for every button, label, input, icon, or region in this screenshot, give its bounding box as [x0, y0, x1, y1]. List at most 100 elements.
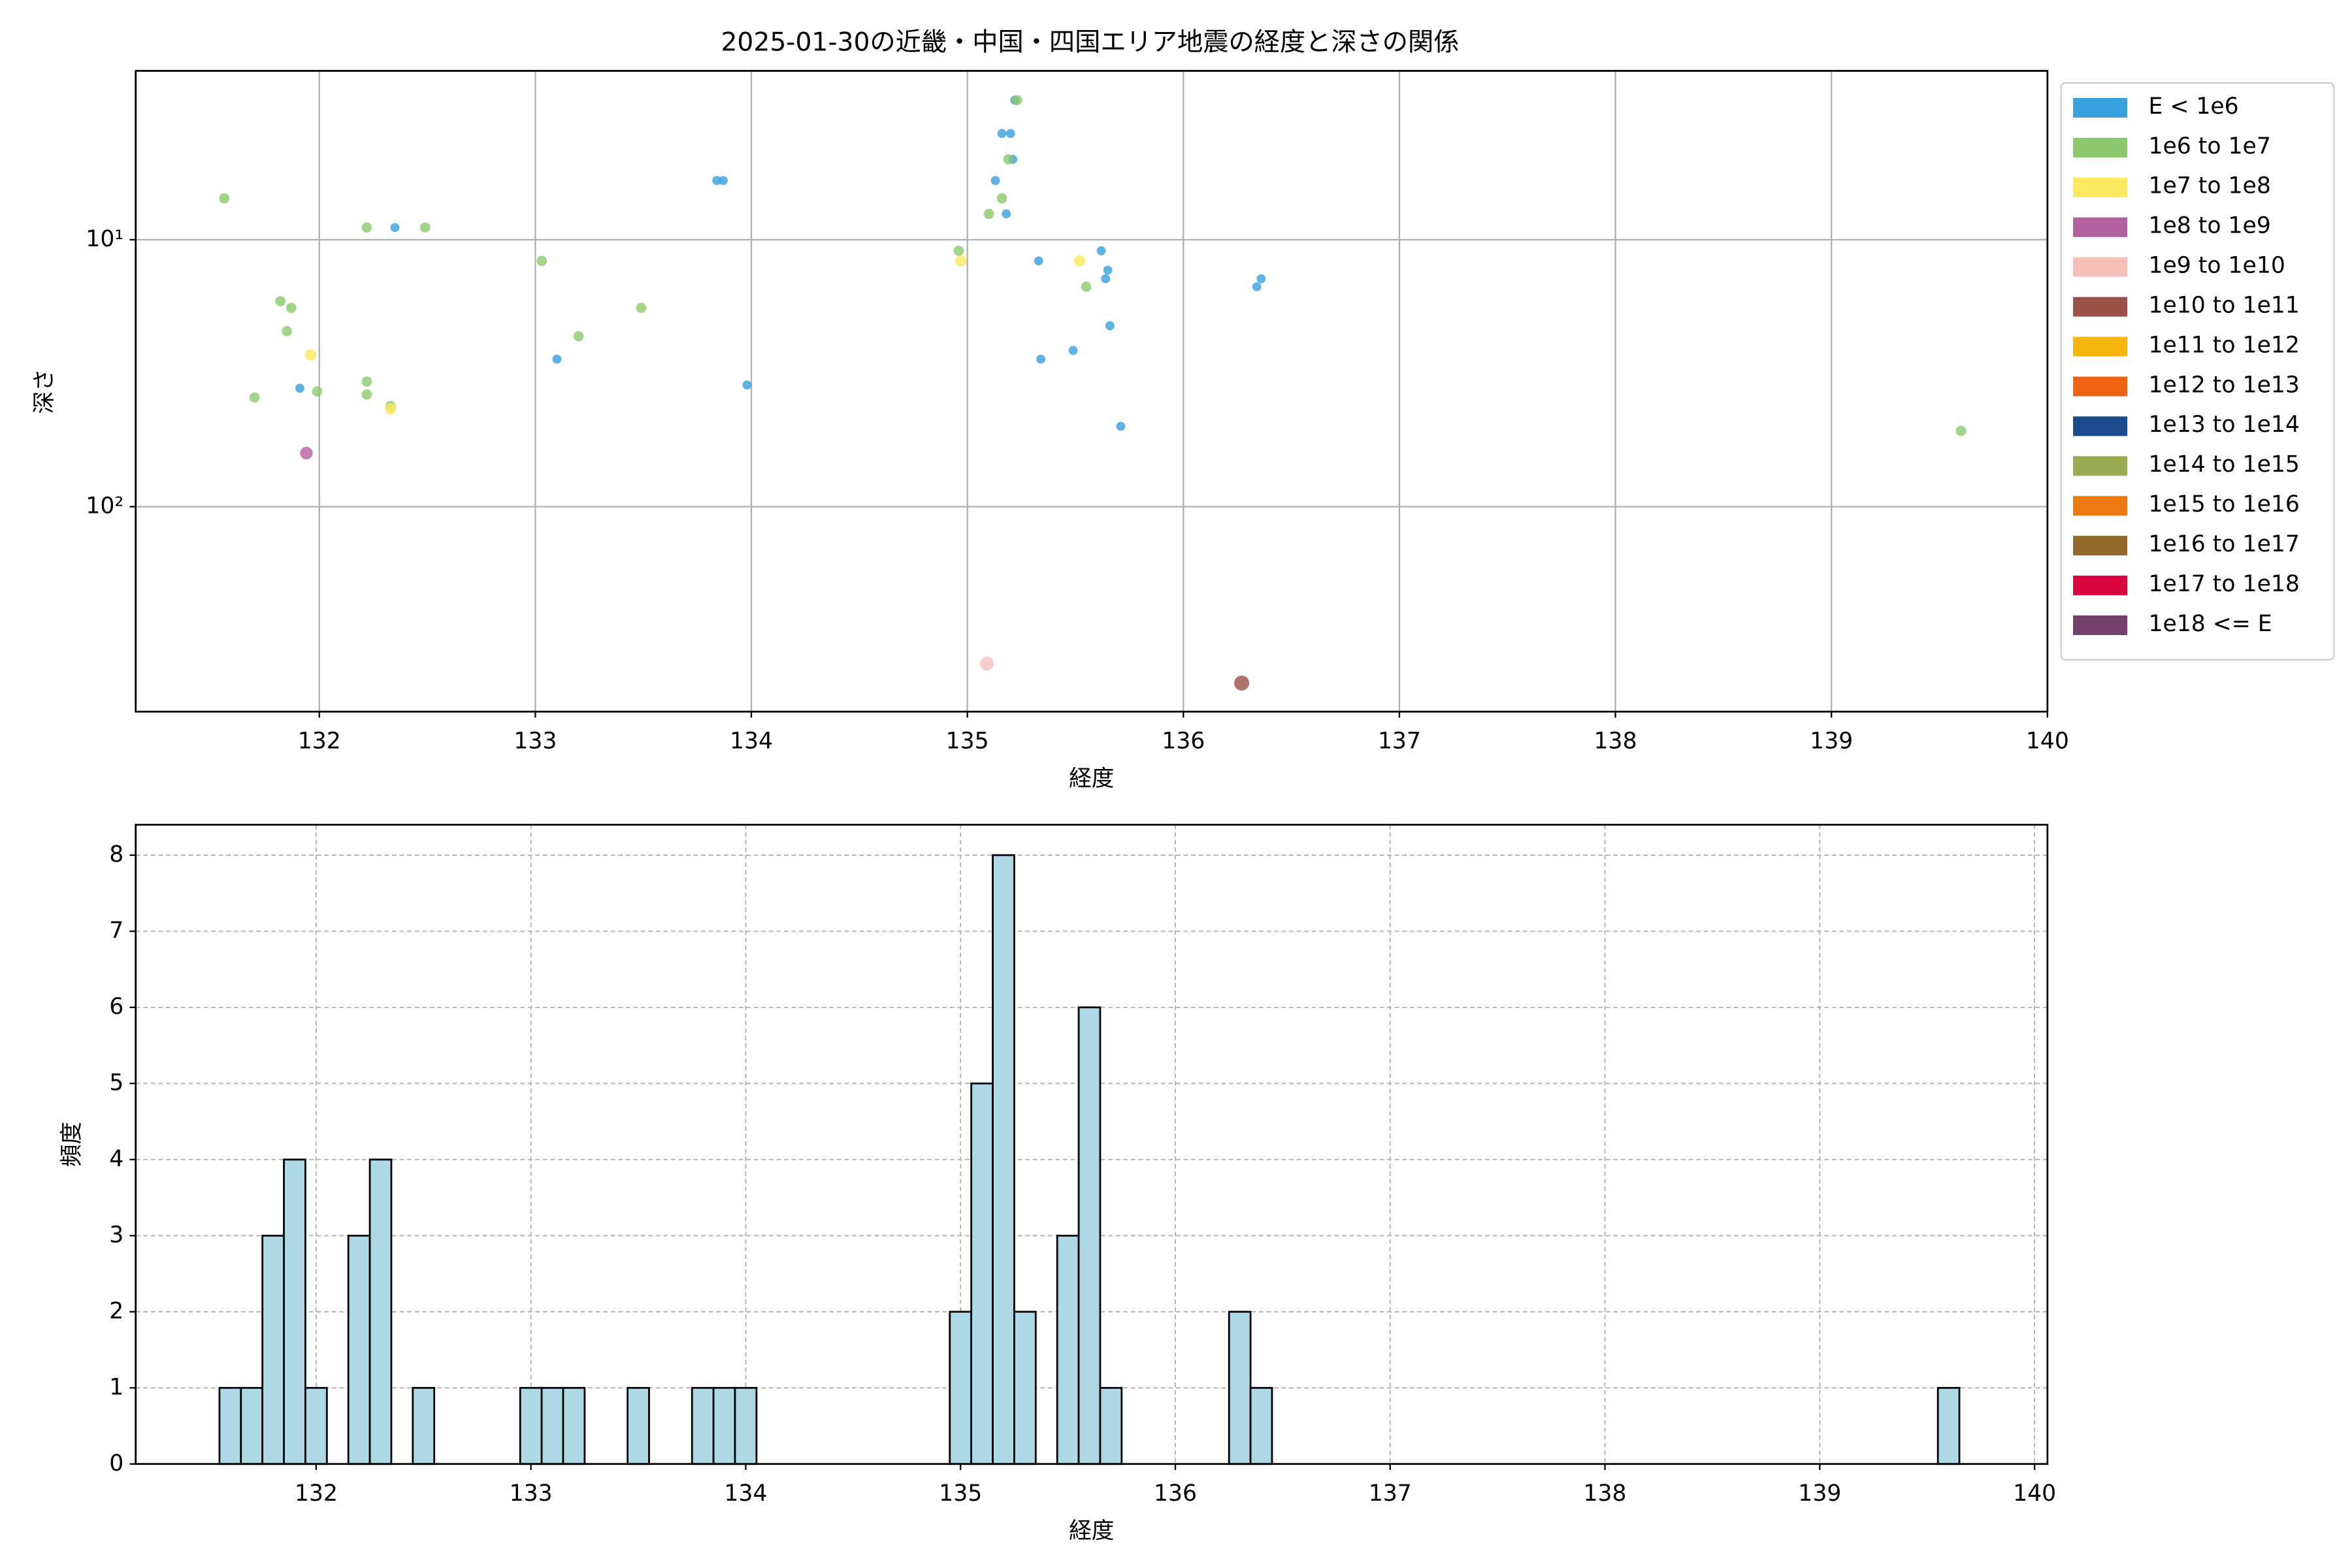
- bar: [1077, 1006, 1102, 1465]
- legend-label: 1e18 <= E: [2148, 611, 2272, 637]
- point: [1105, 321, 1115, 331]
- legend-label: 1e16 to 1e17: [2148, 531, 2299, 557]
- point: [1116, 421, 1126, 431]
- x-tick-label: 133: [514, 728, 557, 754]
- legend-swatch: [2073, 217, 2128, 237]
- point: [1036, 354, 1045, 364]
- legend-swatch: [2073, 615, 2128, 635]
- point: [996, 193, 1007, 204]
- axes-frame: [135, 823, 2049, 1465]
- bar: [562, 1386, 586, 1465]
- legend-swatch: [2073, 416, 2128, 436]
- legend-swatch: [2073, 496, 2128, 516]
- point: [1002, 209, 1011, 219]
- legend-label: 1e13 to 1e14: [2148, 412, 2299, 438]
- legend-label: 1e8 to 1e9: [2148, 213, 2270, 239]
- x-tick-label: 134: [724, 1480, 767, 1507]
- x-tick-label: 134: [730, 728, 773, 754]
- x-tick-label: 132: [295, 1480, 338, 1507]
- point: [1256, 274, 1266, 284]
- legend-label: 1e9 to 1e10: [2148, 253, 2285, 279]
- point: [304, 349, 317, 361]
- x-tick-label: 136: [1154, 1480, 1197, 1507]
- y-tick-label: 2: [109, 1298, 123, 1324]
- bar: [1056, 1234, 1080, 1465]
- point: [1034, 256, 1043, 266]
- point: [983, 208, 994, 220]
- bar: [540, 1386, 564, 1465]
- point: [1252, 282, 1262, 291]
- x-tick-label: 136: [1162, 728, 1205, 754]
- legend-swatch: [2073, 536, 2128, 556]
- legend-label: 1e11 to 1e12: [2148, 332, 2299, 358]
- point: [390, 223, 400, 233]
- point: [385, 402, 397, 415]
- bar: [992, 854, 1015, 1465]
- y-axis-label: 頻度: [59, 1122, 85, 1167]
- point: [275, 296, 286, 306]
- chart-title: 2025-01-30の近畿・中国・四国エリア地震の経度と深さの関係: [721, 27, 1459, 57]
- point: [1005, 129, 1015, 139]
- point: [1103, 265, 1113, 275]
- point: [742, 380, 752, 390]
- x-axis-label: 経度: [1069, 1518, 1114, 1544]
- bar: [1228, 1311, 1252, 1465]
- point: [249, 392, 260, 403]
- bar: [412, 1386, 436, 1465]
- x-tick-label: 135: [946, 728, 989, 754]
- y-tick-label: 3: [109, 1222, 123, 1248]
- point: [300, 446, 313, 460]
- point: [636, 302, 647, 314]
- point: [536, 255, 547, 267]
- bar: [261, 1234, 285, 1465]
- bar: [283, 1158, 306, 1465]
- point: [282, 325, 292, 336]
- bar: [949, 1311, 973, 1465]
- bar: [691, 1386, 715, 1465]
- point: [552, 354, 562, 364]
- point: [953, 246, 964, 256]
- bar: [734, 1386, 758, 1465]
- point: [286, 302, 297, 314]
- point: [1955, 425, 1967, 436]
- point: [361, 376, 372, 387]
- x-tick-label: 137: [1369, 1480, 1412, 1507]
- legend-swatch: [2073, 376, 2128, 397]
- bar: [1936, 1386, 1961, 1465]
- point: [419, 222, 431, 233]
- point: [1068, 346, 1078, 355]
- bar: [304, 1386, 328, 1465]
- x-tick-label: 137: [1378, 728, 1421, 754]
- point: [312, 386, 323, 397]
- bar: [368, 1158, 393, 1465]
- y-axis-label: 深さ: [31, 368, 57, 414]
- legend-swatch: [2073, 98, 2128, 118]
- x-tick-label: 139: [1810, 728, 1853, 754]
- y-tick-label: 6: [109, 994, 123, 1020]
- point: [1011, 95, 1022, 106]
- legend-swatch: [2073, 456, 2128, 476]
- bar: [712, 1386, 736, 1465]
- legend-swatch: [2073, 137, 2128, 157]
- point: [719, 176, 728, 186]
- point: [1003, 154, 1014, 165]
- x-tick-label: 135: [939, 1480, 982, 1507]
- point: [361, 389, 372, 400]
- legend-label: 1e7 to 1e8: [2148, 173, 2270, 199]
- point: [955, 255, 967, 267]
- legend-swatch: [2073, 336, 2128, 357]
- bar: [627, 1386, 650, 1465]
- bar: [1099, 1386, 1123, 1465]
- legend-label: 1e15 to 1e16: [2148, 491, 2299, 517]
- x-tick-label: 140: [2013, 1480, 2056, 1507]
- x-tick-label: 133: [510, 1480, 553, 1507]
- point: [219, 193, 230, 204]
- legend-swatch: [2073, 257, 2128, 277]
- point: [1073, 255, 1086, 267]
- x-tick-label: 132: [298, 728, 341, 754]
- point: [1081, 282, 1092, 292]
- y-tick-label: 5: [109, 1070, 123, 1096]
- point: [1096, 246, 1106, 255]
